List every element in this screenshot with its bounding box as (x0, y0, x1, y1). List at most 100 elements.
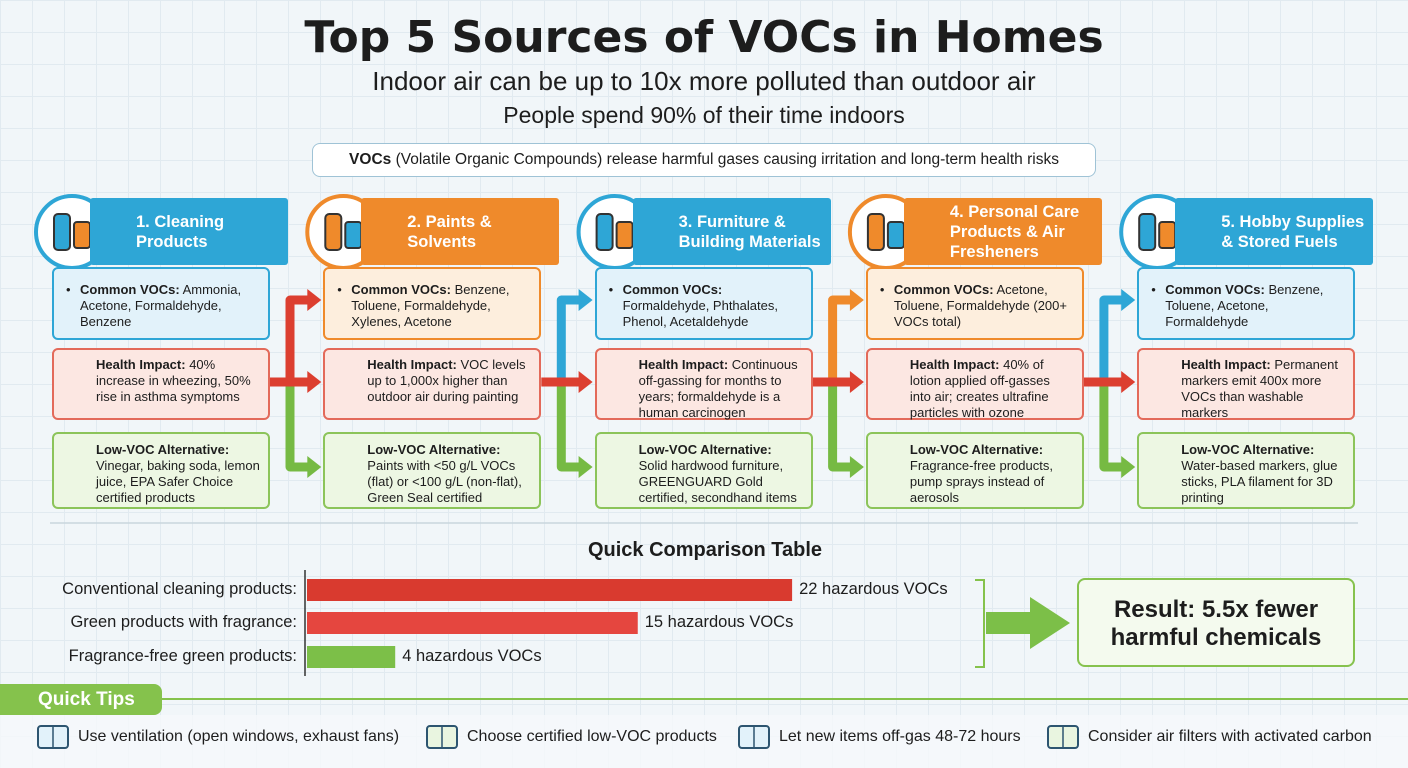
bracket (975, 579, 985, 668)
alt-text: Vinegar, baking soda, lemon juice, EPA S… (96, 458, 260, 505)
bullet: • (66, 282, 71, 297)
arrow-head (307, 289, 322, 311)
common-box: • Common VOCs: Benzene, Toluene, Acetone,… (1137, 267, 1356, 340)
chart-title: Quick Comparison Table (587, 539, 823, 561)
source-header: 1. Cleaning Products (90, 198, 288, 265)
category-label: Green products with fragrance: (70, 613, 297, 631)
result: Result: 5.5x fewer harmful chemicals (1077, 578, 1355, 667)
subtitle: Indoor air can be up to 10x more pollute… (372, 66, 1036, 96)
flow-arrow (1099, 295, 1124, 382)
result-arrow (986, 597, 1070, 649)
alternative-box: Low-VOC Alternative: Fragrance-free produ… (865, 432, 1084, 509)
bar (307, 612, 638, 634)
impact-label: Health Impact: (638, 357, 729, 372)
source-title: 3. Furniture & Building Materials (678, 212, 821, 251)
alt-text: Water-based markers, glue sticks, PLA fi… (1181, 458, 1338, 505)
icon (344, 221, 363, 249)
banner: VOCs (Volatile Organic Compounds) releas… (312, 143, 1096, 177)
source-header: 4. Personal Care Products & Air Freshene… (903, 198, 1102, 265)
tip: Let new items off-gas 48-72 hours (779, 728, 1021, 745)
impact-label: Health Impact: (1181, 357, 1271, 372)
common-text: Acetone, Toluene, Formaldehyde (200+ VOC… (893, 282, 1067, 329)
icon (1158, 221, 1177, 249)
arrow-head (307, 456, 322, 478)
common-text: Benzene, Toluene, Acetone, Formaldehyde (1165, 282, 1324, 329)
common-box: • Common VOCs: Formaldehyde, Phthalates, … (594, 267, 813, 340)
title: Top 5 Sources of VOCs in Homes (304, 12, 1104, 63)
source-title: 2. Paints & Solvents (407, 212, 492, 251)
bullet: • (608, 282, 614, 297)
flow-arrow (556, 382, 581, 472)
value-label: 4 hazardous VOCs (402, 647, 542, 665)
impact-box: Health Impact: 40% increase in wheezing,… (52, 348, 270, 420)
arrow-head (849, 371, 864, 393)
bullet: • (879, 282, 885, 297)
source-title: 4. Personal Care Products & Air Freshene… (949, 202, 1080, 261)
impact-label: Health Impact: (96, 357, 186, 372)
subtitle: People spend 90% of their time indoors (503, 102, 905, 128)
common-label: Common VOCs: (893, 282, 994, 297)
flow-arrow (285, 295, 310, 382)
common-box: • Common VOCs: Ammonia, Acetone, Formalde… (52, 267, 270, 340)
flow-arrow (556, 295, 581, 382)
source-header: 3. Furniture & Building Materials (632, 198, 831, 265)
arrow-head (1121, 456, 1136, 478)
common-text: Benzene, Toluene, Formaldehyde, Xylenes,… (351, 282, 510, 329)
arrow-head (578, 289, 593, 311)
icon (595, 213, 614, 251)
alt-label: Low-VOC Alternative: (96, 442, 230, 457)
tip: Use ventilation (open windows, exhaust f… (78, 728, 400, 745)
tip: Choose certified low-VOC products (467, 728, 717, 745)
alt-label: Low-VOC Alternative: (1181, 442, 1315, 457)
category-label: Fragrance-free green products: (68, 647, 297, 665)
alternative-box: Low-VOC Alternative: Paints with <50 g/L … (323, 432, 542, 509)
bar (307, 646, 396, 668)
impact-label: Health Impact: (367, 357, 457, 372)
banner-text: (Volatile Organic Compounds) release har… (395, 151, 1059, 168)
impact-box: Health Impact: 40% of lotion applied off… (865, 348, 1084, 420)
impact-text: 40% increase in wheezing, 50% rise in as… (96, 357, 251, 404)
alt-text: Paints with <50 g/L VOCs (flat) or <100 … (367, 458, 522, 505)
category-label: Conventional cleaning products: (62, 580, 297, 598)
arrow-head (849, 456, 864, 478)
alt-text: Fragrance-free products, pump sprays ins… (909, 458, 1053, 505)
common-label: Common VOCs: (80, 282, 180, 297)
common-text: Formaldehyde, Phthalates, Phenol, Acetal… (622, 298, 778, 329)
common-box: • Common VOCs: Benzene, Toluene, Formalde… (323, 267, 542, 340)
icon (866, 213, 885, 251)
alt-text: Solid hardwood furniture, GREENGUARD Gol… (638, 458, 797, 505)
arrow-head (578, 456, 593, 478)
alt-label: Low-VOC Alternative: (367, 442, 501, 457)
value-label: 22 hazardous VOCs (799, 580, 948, 598)
flow-arrow (828, 382, 852, 472)
arrow-head (1121, 289, 1136, 311)
impact-text: 40% of lotion applied off-gasses into ai… (909, 357, 1050, 420)
flow-arrow (828, 295, 852, 382)
impact-box: Health Impact: Continuous off-gassing fo… (594, 348, 813, 420)
value-label: 15 hazardous VOCs (644, 613, 794, 631)
alt-label: Low-VOC Alternative: (909, 442, 1044, 457)
icon (615, 221, 634, 249)
impact-text: VOC levels up to 1,000x higher than outd… (367, 357, 526, 404)
tips-band (0, 715, 1408, 768)
impact-text: Permanent markers emit 400x more VOCs th… (1181, 357, 1338, 420)
tip: Consider air filters with activated carb… (1088, 728, 1372, 745)
bar (307, 579, 793, 601)
banner-term: VOCs (349, 151, 392, 168)
arrow-head (1121, 371, 1136, 393)
common-label: Common VOCs: (351, 282, 451, 297)
arrow-head (307, 371, 322, 393)
common-label: Common VOCs: (1165, 282, 1265, 297)
impact-box: Health Impact: Permanent markers emit 40… (1137, 348, 1356, 420)
common-label: Common VOCs: (622, 282, 723, 297)
impact-label: Health Impact: (909, 357, 1000, 372)
arrow-head (849, 289, 864, 311)
source-title: 5. Hobby Supplies & Stored Fuels (1221, 212, 1365, 251)
impact-text: Continuous off-gassing for months to yea… (638, 357, 798, 420)
common-box: • Common VOCs: Acetone, Toluene, Formalde… (865, 267, 1084, 340)
source-title: 1. Cleaning Products (136, 212, 225, 251)
source-header: 2. Paints & Solvents (361, 198, 560, 265)
flow-arrow (1099, 382, 1124, 472)
icon (324, 213, 343, 251)
